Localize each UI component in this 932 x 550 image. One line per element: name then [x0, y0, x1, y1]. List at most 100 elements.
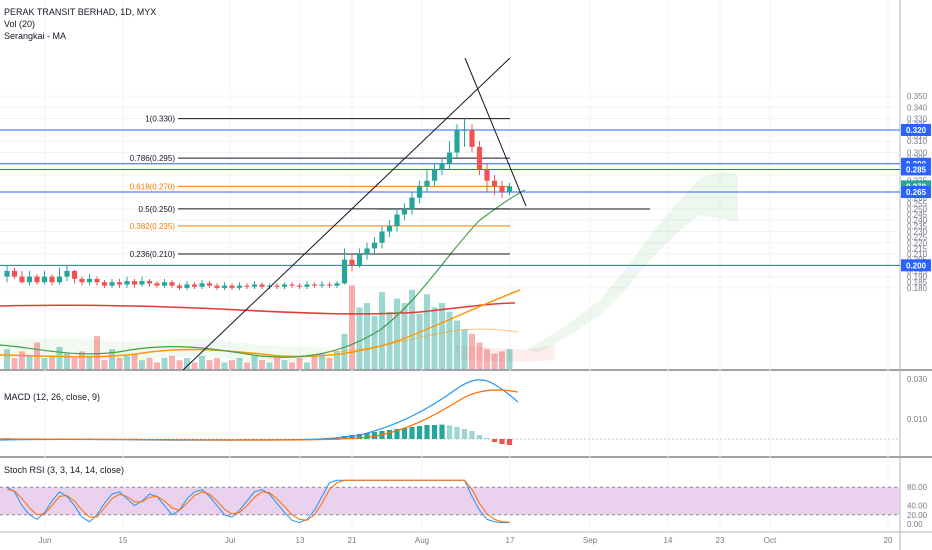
price-tag-label: 0.320 — [906, 126, 927, 135]
fib-label: 0.786(0.295) — [130, 154, 176, 163]
time-axis[interactable]: Jun 15 Jul 13 21 Aug 17 Sep 14 23 Oct 20 — [39, 536, 893, 545]
price-tick: 0.230 — [907, 227, 928, 236]
candle-body — [469, 129, 475, 147]
stoch-legend: Stoch RSI (3, 3, 14, 14, close) — [4, 465, 125, 475]
stoch-tick: 40.00 — [907, 502, 928, 511]
price-tick: 0.330 — [907, 115, 928, 124]
macd-tick: 0.030 — [907, 375, 928, 384]
macd-histogram-bar — [461, 429, 468, 439]
macd-histogram-bar — [439, 424, 445, 439]
time-tick: 15 — [119, 536, 128, 545]
cloud-red — [455, 345, 555, 362]
ichimoku-legend: Serangkai - MA — [4, 31, 67, 41]
candle-body — [49, 276, 55, 283]
volume-bar — [109, 349, 115, 369]
candle-body — [131, 281, 138, 285]
candle-body — [154, 283, 160, 286]
price-tick: 0.260 — [907, 194, 928, 203]
volume-bar — [394, 298, 400, 369]
price-tick: 0.340 — [907, 103, 928, 112]
volume-bar — [259, 360, 265, 369]
macd-histogram-bar — [476, 435, 483, 439]
macd-histogram-bar — [364, 433, 370, 439]
candle-body — [26, 276, 33, 283]
volume-bar — [146, 358, 153, 369]
candle-body — [341, 259, 348, 284]
volume-bar — [454, 320, 460, 369]
candle-body — [379, 231, 385, 243]
candle-body — [431, 169, 438, 181]
price-tick: 0.245 — [907, 211, 928, 220]
fib-label: 0.236(0.210) — [130, 250, 176, 259]
volume-bar — [169, 355, 175, 369]
fib-label: 1(0.330) — [145, 115, 175, 124]
fibonacci-retracement[interactable]: 1(0.330) 0.786(0.295) 0.618(0.270) 0.5(0.25… — [130, 115, 510, 259]
volume-bar — [214, 358, 220, 369]
price-tick: 0.310 — [907, 137, 928, 146]
candle-body — [334, 283, 340, 286]
volume-bar — [124, 355, 130, 369]
candle-body — [266, 285, 273, 287]
price-tick: 0.300 — [907, 149, 928, 158]
macd-histogram-bar — [506, 439, 513, 445]
time-tick: Sep — [583, 536, 598, 545]
candle-body — [461, 129, 468, 131]
macd-histogram-bar — [454, 427, 460, 439]
volume-bar — [101, 360, 108, 369]
time-tick: Jun — [39, 536, 52, 545]
volume-bar — [94, 336, 100, 369]
time-tick: 14 — [664, 536, 673, 545]
candle-body — [34, 276, 40, 283]
time-tick: Oct — [764, 536, 777, 545]
price-tick: 0.315 — [907, 132, 928, 141]
candle-body — [386, 225, 393, 232]
volume-bar — [484, 349, 490, 369]
candle-body — [191, 284, 198, 287]
cloud-green — [525, 172, 738, 352]
candle-body — [236, 285, 243, 288]
fib-label: 0.382(0.235) — [130, 222, 176, 231]
volume-bar — [304, 362, 310, 369]
macd-histogram-bar — [431, 425, 438, 439]
price-tick: 0.220 — [907, 239, 928, 248]
candle-body — [311, 284, 318, 286]
candle-body — [356, 254, 363, 266]
time-tick: 20 — [884, 536, 893, 545]
candle-body — [176, 285, 183, 288]
trend-lines[interactable] — [182, 57, 527, 371]
volume-bar — [236, 358, 243, 369]
candle-body — [139, 281, 145, 285]
volume-bar — [296, 358, 303, 369]
candle-body — [326, 284, 333, 286]
volume-bar — [364, 303, 370, 369]
trend-line — [464, 57, 527, 207]
volume-bars — [4, 285, 513, 369]
volume-bar — [424, 294, 430, 369]
volume-bar — [184, 358, 190, 369]
candle-body — [94, 278, 100, 283]
candle-body — [439, 163, 445, 170]
volume-bar — [274, 358, 280, 369]
candle-body — [416, 186, 423, 198]
volume-bar — [199, 355, 205, 369]
volume-bar — [86, 355, 93, 369]
price-tick: 0.195 — [907, 267, 928, 276]
volume-bar — [41, 358, 48, 369]
price-axis[interactable]: 0.3500.3400.3300.3250.3150.3100.3000.295… — [901, 92, 931, 529]
macd-histogram-bar — [371, 432, 378, 439]
candle-body — [349, 259, 355, 266]
candle-body — [116, 282, 123, 285]
stoch-rsi-pane — [0, 479, 900, 524]
time-tick: 21 — [348, 536, 357, 545]
volume-bar — [26, 355, 33, 369]
macd-tick: 0.010 — [907, 415, 928, 424]
candle-body — [41, 276, 48, 283]
candle-body — [56, 276, 63, 283]
candle-body — [454, 129, 460, 153]
volume-bar — [491, 353, 498, 369]
macd-histogram-bar — [491, 439, 498, 442]
candle-body — [214, 285, 220, 288]
candle-body — [394, 214, 400, 226]
macd-histogram-bar — [409, 427, 415, 439]
